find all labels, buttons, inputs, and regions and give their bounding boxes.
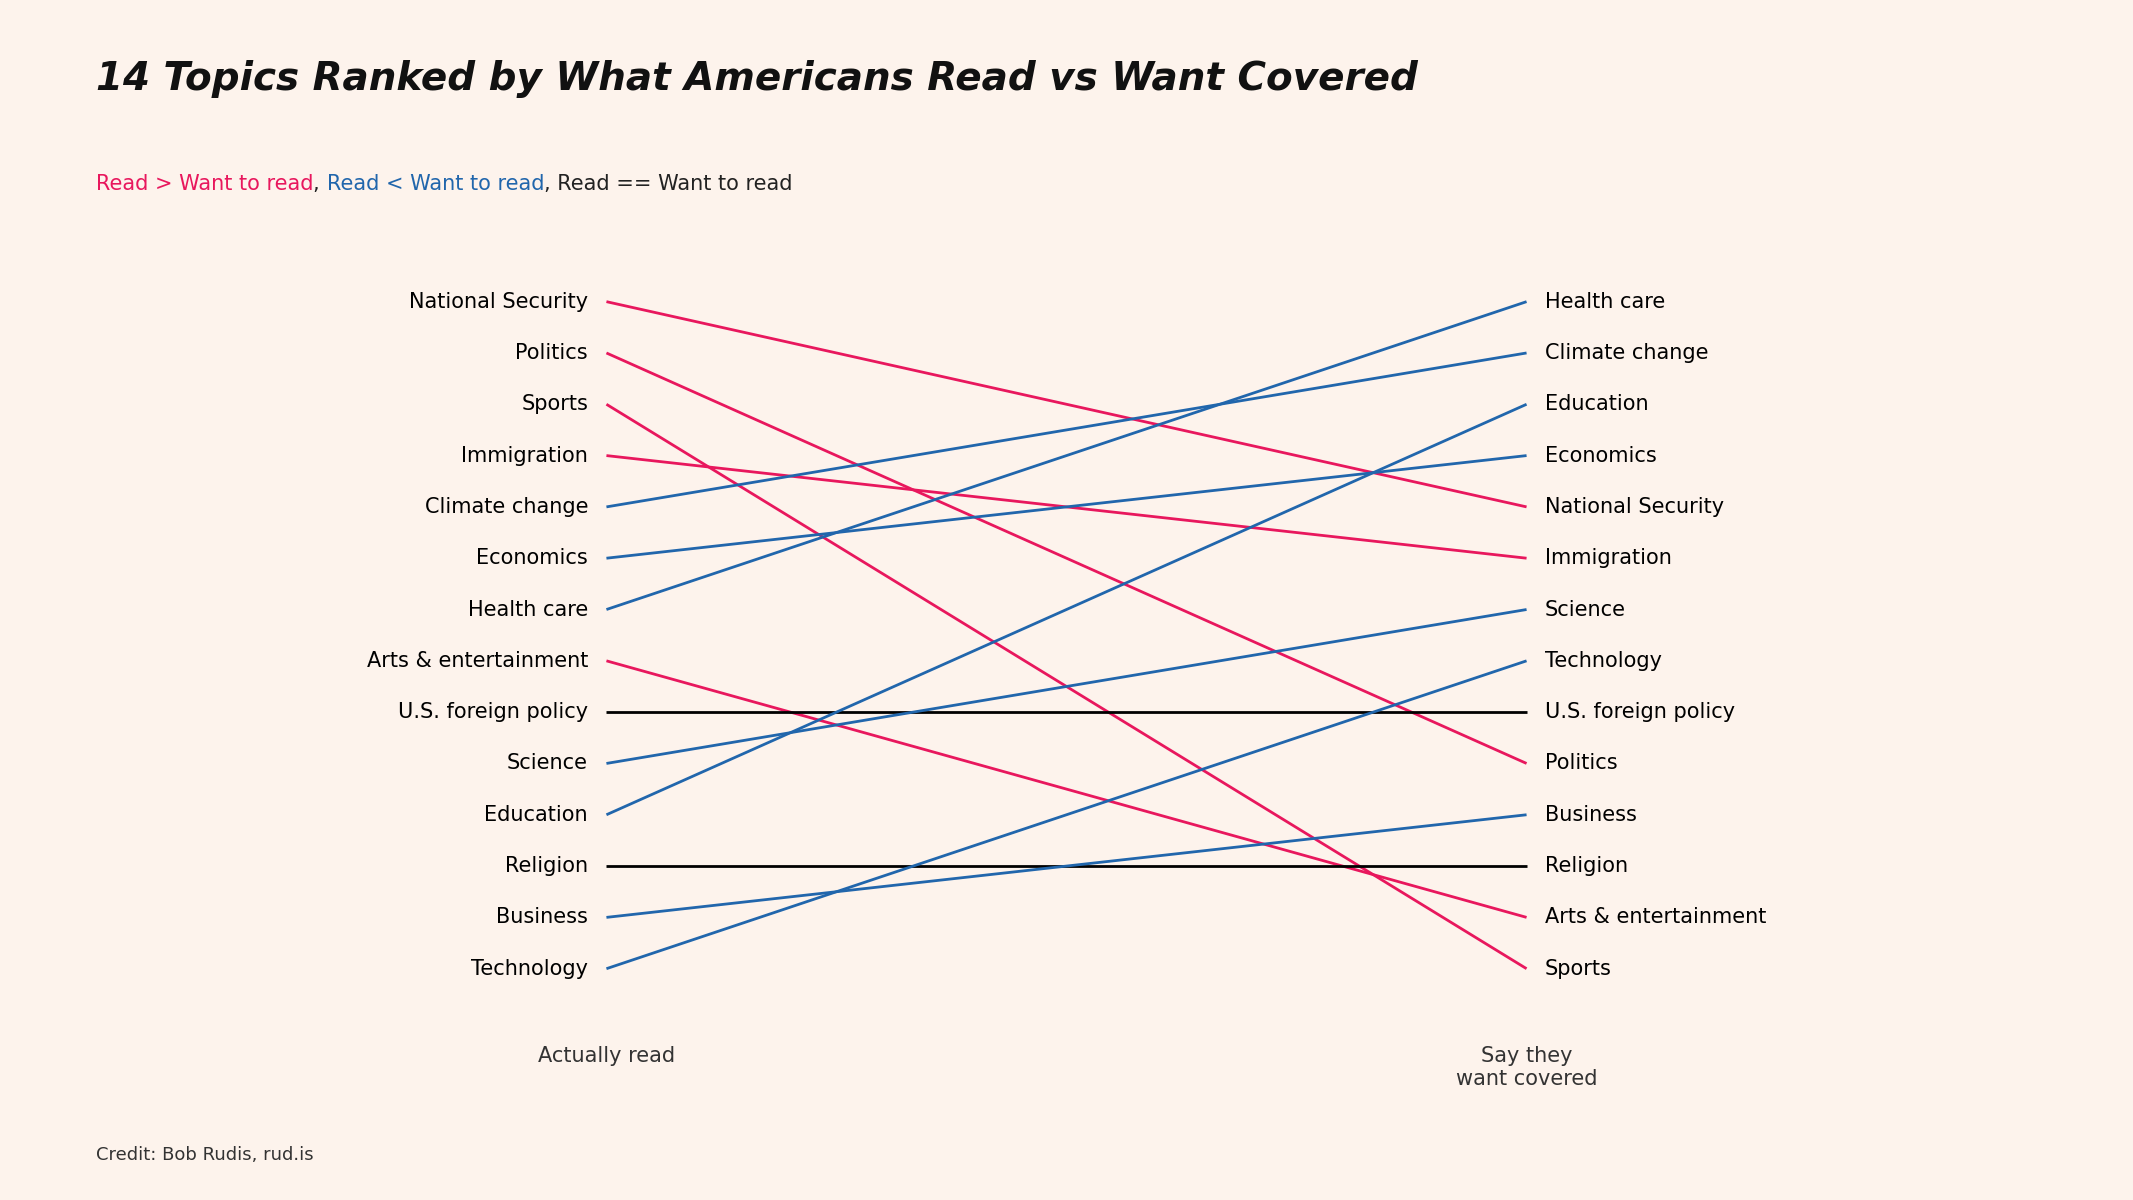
Text: Science: Science xyxy=(508,754,589,774)
Text: Technology: Technology xyxy=(1544,650,1662,671)
Text: Arts & entertainment: Arts & entertainment xyxy=(367,650,589,671)
Text: National Security: National Security xyxy=(1544,497,1723,517)
Text: Health care: Health care xyxy=(1544,292,1666,312)
Text: Education: Education xyxy=(1544,395,1649,414)
Text: Sports: Sports xyxy=(1544,959,1613,979)
Text: Religion: Religion xyxy=(1544,856,1627,876)
Text: Economics: Economics xyxy=(476,548,589,569)
Text: Technology: Technology xyxy=(471,959,589,979)
Text: U.S. foreign policy: U.S. foreign policy xyxy=(1544,702,1734,722)
Text: Immigration: Immigration xyxy=(461,445,589,466)
Text: Say they
want covered: Say they want covered xyxy=(1457,1045,1598,1088)
Text: Health care: Health care xyxy=(467,600,589,619)
Text: Economics: Economics xyxy=(1544,445,1657,466)
Text: Business: Business xyxy=(497,907,589,928)
Text: ,: , xyxy=(314,174,326,194)
Text: Arts & entertainment: Arts & entertainment xyxy=(1544,907,1766,928)
Text: Credit: Bob Rudis, rud.is: Credit: Bob Rudis, rud.is xyxy=(96,1146,314,1164)
Text: Read < Want to read: Read < Want to read xyxy=(326,174,544,194)
Text: Read > Want to read: Read > Want to read xyxy=(96,174,314,194)
Text: , Read == Want to read: , Read == Want to read xyxy=(544,174,793,194)
Text: National Security: National Security xyxy=(410,292,589,312)
Text: Education: Education xyxy=(484,805,589,824)
Text: Actually read: Actually read xyxy=(538,1045,674,1066)
Text: Business: Business xyxy=(1544,805,1636,824)
Text: Immigration: Immigration xyxy=(1544,548,1672,569)
Text: Climate change: Climate change xyxy=(1544,343,1709,362)
Text: Climate change: Climate change xyxy=(424,497,589,517)
Text: U.S. foreign policy: U.S. foreign policy xyxy=(399,702,589,722)
Text: Religion: Religion xyxy=(506,856,589,876)
Text: Science: Science xyxy=(1544,600,1625,619)
Text: Politics: Politics xyxy=(516,343,589,362)
Text: Sports: Sports xyxy=(520,395,589,414)
Text: Politics: Politics xyxy=(1544,754,1617,774)
Text: 14 Topics Ranked by What Americans Read vs Want Covered: 14 Topics Ranked by What Americans Read … xyxy=(96,60,1418,98)
